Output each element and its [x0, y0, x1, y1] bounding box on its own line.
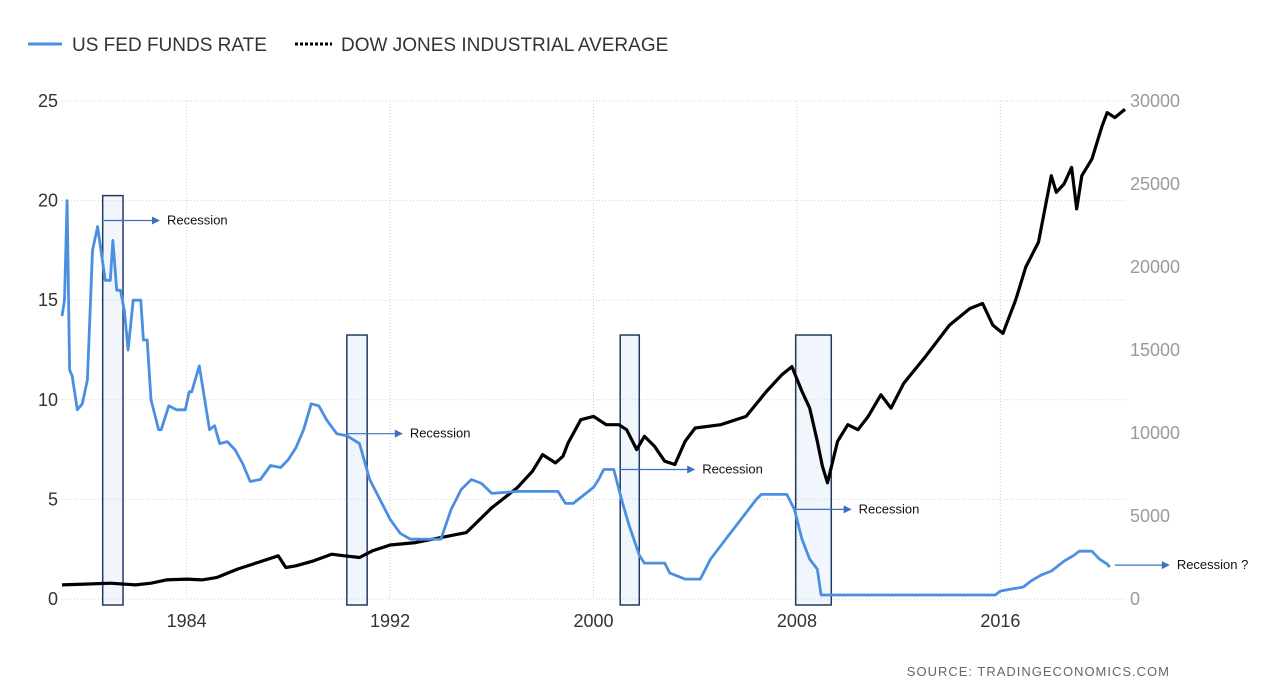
x-tick-label: 1984 — [167, 611, 207, 631]
fed-funds-rate-line — [60, 199, 1111, 597]
legend: US FED FUNDS RATE DOW JONES INDUSTRIAL A… — [28, 35, 668, 56]
annotation-arrow-head — [687, 465, 696, 474]
recession-band — [346, 334, 368, 606]
x-tick-label: 1992 — [370, 611, 410, 631]
annotation-label: Recession — [702, 462, 763, 477]
annotation-label: Recession — [410, 426, 471, 441]
x-tick-label: 2000 — [573, 611, 613, 631]
recession-band — [101, 194, 124, 606]
annotation-label: Recession — [859, 501, 920, 516]
y-right-tick-label: 30000 — [1130, 91, 1180, 111]
y-right-tick-label: 20000 — [1130, 257, 1180, 277]
y-right-tick-label: 5000 — [1130, 506, 1170, 526]
y-right-tick-label: 0 — [1130, 589, 1140, 609]
x-tick-label: 2016 — [980, 611, 1020, 631]
series-lines — [60, 108, 1127, 597]
y-left-tick-label: 15 — [38, 290, 58, 310]
axis-ticks: 0 5 10 15 20 25 0 5000 10000 15000 20000 25000 30000… — [38, 91, 1180, 631]
y-left-tick-label: 25 — [38, 91, 58, 111]
recession-band — [794, 334, 833, 606]
recession-bands — [101, 194, 833, 606]
x-tick-label: 2008 — [777, 611, 817, 631]
y-right-tick-label: 15000 — [1130, 340, 1180, 360]
y-left-tick-label: 0 — [48, 589, 58, 609]
gridlines — [62, 100, 1125, 600]
y-left-tick-label: 20 — [38, 191, 58, 211]
legend-label-dow-jones: DOW JONES INDUSTRIAL AVERAGE — [341, 35, 668, 56]
legend-label-fed-funds: US FED FUNDS RATE — [72, 35, 267, 56]
annotation-arrow-head — [843, 505, 852, 514]
annotation-label: Recession — [167, 213, 228, 228]
annotation-arrow-head — [1161, 561, 1170, 570]
dow-jones-line — [61, 108, 1127, 587]
annotation-label: Recession ? — [1177, 557, 1249, 572]
y-left-tick-label: 10 — [38, 390, 58, 410]
source-note: SOURCE: TRADINGECONOMICS.COM — [907, 664, 1170, 679]
annotation-arrow-head — [394, 429, 403, 438]
y-left-tick-label: 5 — [48, 489, 58, 509]
recession-annotations: Recession Recession Recession Recession Rece… — [103, 213, 1249, 572]
y-right-tick-label: 10000 — [1130, 423, 1180, 443]
annotation-arrow-head — [151, 216, 160, 225]
y-right-tick-label: 25000 — [1130, 174, 1180, 194]
